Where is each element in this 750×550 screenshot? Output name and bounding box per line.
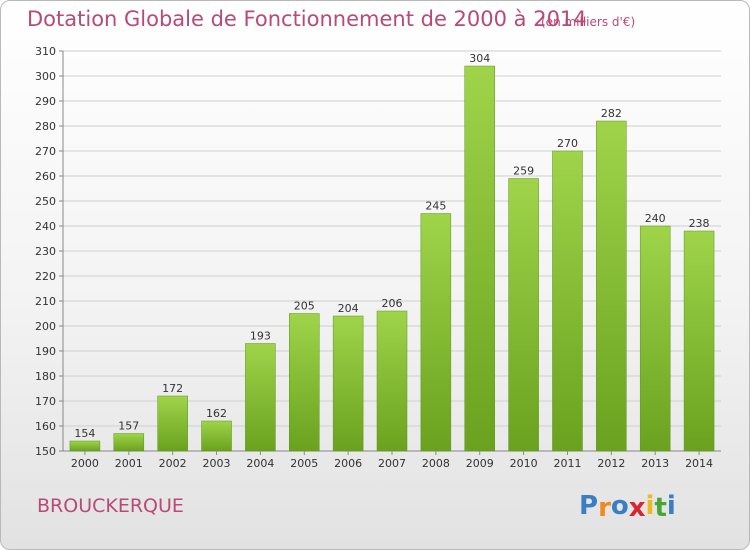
bar — [639, 225, 671, 452]
data-label: 206 — [382, 297, 403, 310]
logo-letter: i — [645, 491, 655, 521]
chart-unit: (en milliers d'€) — [541, 15, 636, 29]
commune-name: BROUCKERQUE — [37, 495, 184, 517]
y-tick-label: 200 — [35, 320, 56, 333]
x-tick-label: 2011 — [553, 457, 581, 470]
bar — [420, 213, 452, 452]
bar — [157, 395, 188, 452]
logo-letter: o — [610, 491, 629, 521]
x-tick-label: 2013 — [641, 457, 669, 470]
y-tick-label: 160 — [35, 420, 56, 433]
x-tick-label: 2003 — [203, 457, 231, 470]
x-tick-label: 2014 — [685, 457, 713, 470]
x-tick-label: 2005 — [290, 457, 318, 470]
bar — [683, 230, 715, 452]
x-tick-label: 2007 — [378, 457, 406, 470]
y-tick-label: 270 — [35, 145, 56, 158]
data-label: 245 — [425, 200, 446, 213]
bar — [508, 178, 539, 452]
y-tick-label: 250 — [35, 195, 56, 208]
x-tick-label: 2001 — [115, 457, 143, 470]
data-label: 162 — [206, 407, 227, 420]
data-label: 238 — [689, 217, 710, 230]
x-tick-label: 2008 — [422, 457, 450, 470]
bar — [376, 310, 408, 452]
data-label: 304 — [469, 52, 490, 65]
data-label: 259 — [513, 165, 534, 178]
bar — [332, 315, 364, 452]
x-tick-label: 2012 — [597, 457, 625, 470]
y-tick-label: 300 — [35, 70, 56, 83]
y-tick-label: 210 — [35, 295, 56, 308]
data-label: 157 — [118, 420, 139, 433]
logo-letter: i — [666, 491, 676, 521]
bar — [464, 65, 495, 452]
data-label: 193 — [250, 330, 271, 343]
data-label: 172 — [162, 382, 183, 395]
logo-letter: r — [598, 493, 611, 523]
data-label: 240 — [645, 212, 666, 225]
y-tick-label: 190 — [35, 345, 56, 358]
y-tick-label: 310 — [35, 45, 56, 58]
y-tick-label: 180 — [35, 370, 56, 383]
data-label: 204 — [338, 302, 359, 315]
y-tick-label: 290 — [35, 95, 56, 108]
bar — [201, 420, 232, 452]
bar — [552, 150, 583, 452]
x-tick-label: 2002 — [159, 457, 187, 470]
y-tick-label: 150 — [35, 445, 56, 458]
logo-letter: t — [654, 493, 667, 523]
y-tick-label: 220 — [35, 270, 56, 283]
data-label: 270 — [557, 137, 578, 150]
x-tick-label: 2006 — [334, 457, 362, 470]
data-label: 154 — [74, 427, 95, 440]
bar — [113, 433, 145, 452]
chart-title: Dotation Globale de Fonctionnement de 20… — [27, 7, 587, 31]
logo-letter: x — [628, 493, 646, 523]
x-tick-label: 2009 — [466, 457, 494, 470]
y-tick-label: 260 — [35, 170, 56, 183]
bar — [245, 343, 276, 452]
y-tick-label: 280 — [35, 120, 56, 133]
data-label: 205 — [294, 300, 315, 313]
x-tick-label: 2010 — [510, 457, 538, 470]
y-tick-label: 170 — [35, 395, 56, 408]
bar — [596, 120, 627, 452]
bar — [69, 440, 101, 452]
y-tick-label: 240 — [35, 220, 56, 233]
proxiti-logo: Proxiti — [579, 491, 676, 523]
x-tick-label: 2000 — [71, 457, 99, 470]
y-tick-label: 230 — [35, 245, 56, 258]
logo-letter: P — [579, 491, 599, 521]
x-tick-label: 2004 — [246, 457, 274, 470]
data-label: 282 — [601, 107, 622, 120]
bar — [289, 313, 320, 452]
